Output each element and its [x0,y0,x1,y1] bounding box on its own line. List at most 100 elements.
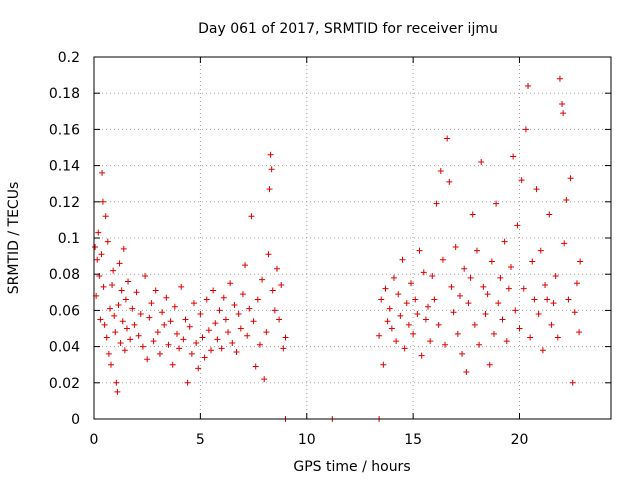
data-point [167,318,174,325]
data-point [142,273,149,280]
data-point [539,347,546,354]
data-point [488,258,495,265]
data-point [146,314,153,321]
data-point [508,263,515,270]
data-point [173,330,180,337]
data-point [225,329,232,336]
data-point [265,251,272,258]
data-point [420,269,427,276]
data-point [476,341,483,348]
data-point [529,258,536,265]
data-point [105,350,112,357]
data-point [412,296,419,303]
data-point [442,341,449,348]
data-point [401,345,408,352]
data-point [242,262,249,269]
data-point [429,273,436,280]
data-point [465,300,472,307]
data-point [527,334,534,341]
data-point [117,339,124,346]
data-point [197,311,204,318]
data-point [535,311,542,318]
data-point [386,305,393,312]
data-point [550,300,557,307]
data-point [250,318,257,325]
data-point [111,312,118,319]
y-tick-label: 0.14 [49,159,80,175]
data-point [131,321,138,328]
data-point [563,196,570,203]
data-point [552,273,559,280]
data-point [122,296,129,303]
data-point [94,256,101,263]
data-point [546,211,553,218]
data-point [505,285,512,292]
data-point [180,336,187,343]
data-point [273,265,280,272]
data-point [569,379,576,386]
data-point [544,296,551,303]
data-point [184,379,191,386]
data-point [148,300,155,307]
data-point [520,285,527,292]
data-point [218,345,225,352]
data-point [382,285,389,292]
data-point [556,75,563,82]
data-point [269,287,276,294]
y-tick-label: 0.18 [49,86,80,102]
data-point [454,330,461,337]
data-point [244,332,251,339]
y-tick-label: 0.2 [58,50,80,66]
data-point [188,350,195,357]
data-point [156,350,163,357]
data-point [390,274,397,281]
data-point [399,256,406,263]
data-point [182,316,189,323]
y-axis-label: SRMTID / TECUs [6,182,22,295]
data-point [169,361,176,368]
data-point [233,349,240,356]
data-point [261,376,268,383]
data-point [548,321,555,328]
data-point [193,339,200,346]
data-point [201,354,208,361]
data-point [121,347,128,354]
data-point [461,265,468,272]
data-point [427,338,434,345]
data-point [205,327,212,334]
data-point [115,301,122,308]
data-point [190,300,197,307]
data-point [123,325,130,332]
data-point [92,244,99,251]
data-point [565,296,572,303]
data-point [282,334,289,341]
data-point [103,334,110,341]
data-point [376,332,383,339]
data-point [176,345,183,352]
data-point [452,244,459,251]
data-point [112,329,119,336]
data-point [450,309,457,316]
data-point [116,260,123,267]
data-point [503,338,510,345]
data-point [560,110,567,117]
data-point [577,258,584,265]
data-point [522,126,529,133]
data-point [98,251,105,258]
data-point [388,325,395,332]
data-point [150,338,157,345]
data-point [378,296,385,303]
data-point [514,222,521,229]
data-point [195,365,202,372]
data-point [101,321,108,328]
data-point [439,256,446,263]
data-point [171,303,178,310]
data-point [118,287,125,294]
x-tick-label: 15 [404,432,422,448]
data-point [227,280,234,287]
data-point [537,247,544,254]
data-point [405,321,412,328]
data-point [220,294,227,301]
data-point [106,305,113,312]
data-point [280,345,287,352]
